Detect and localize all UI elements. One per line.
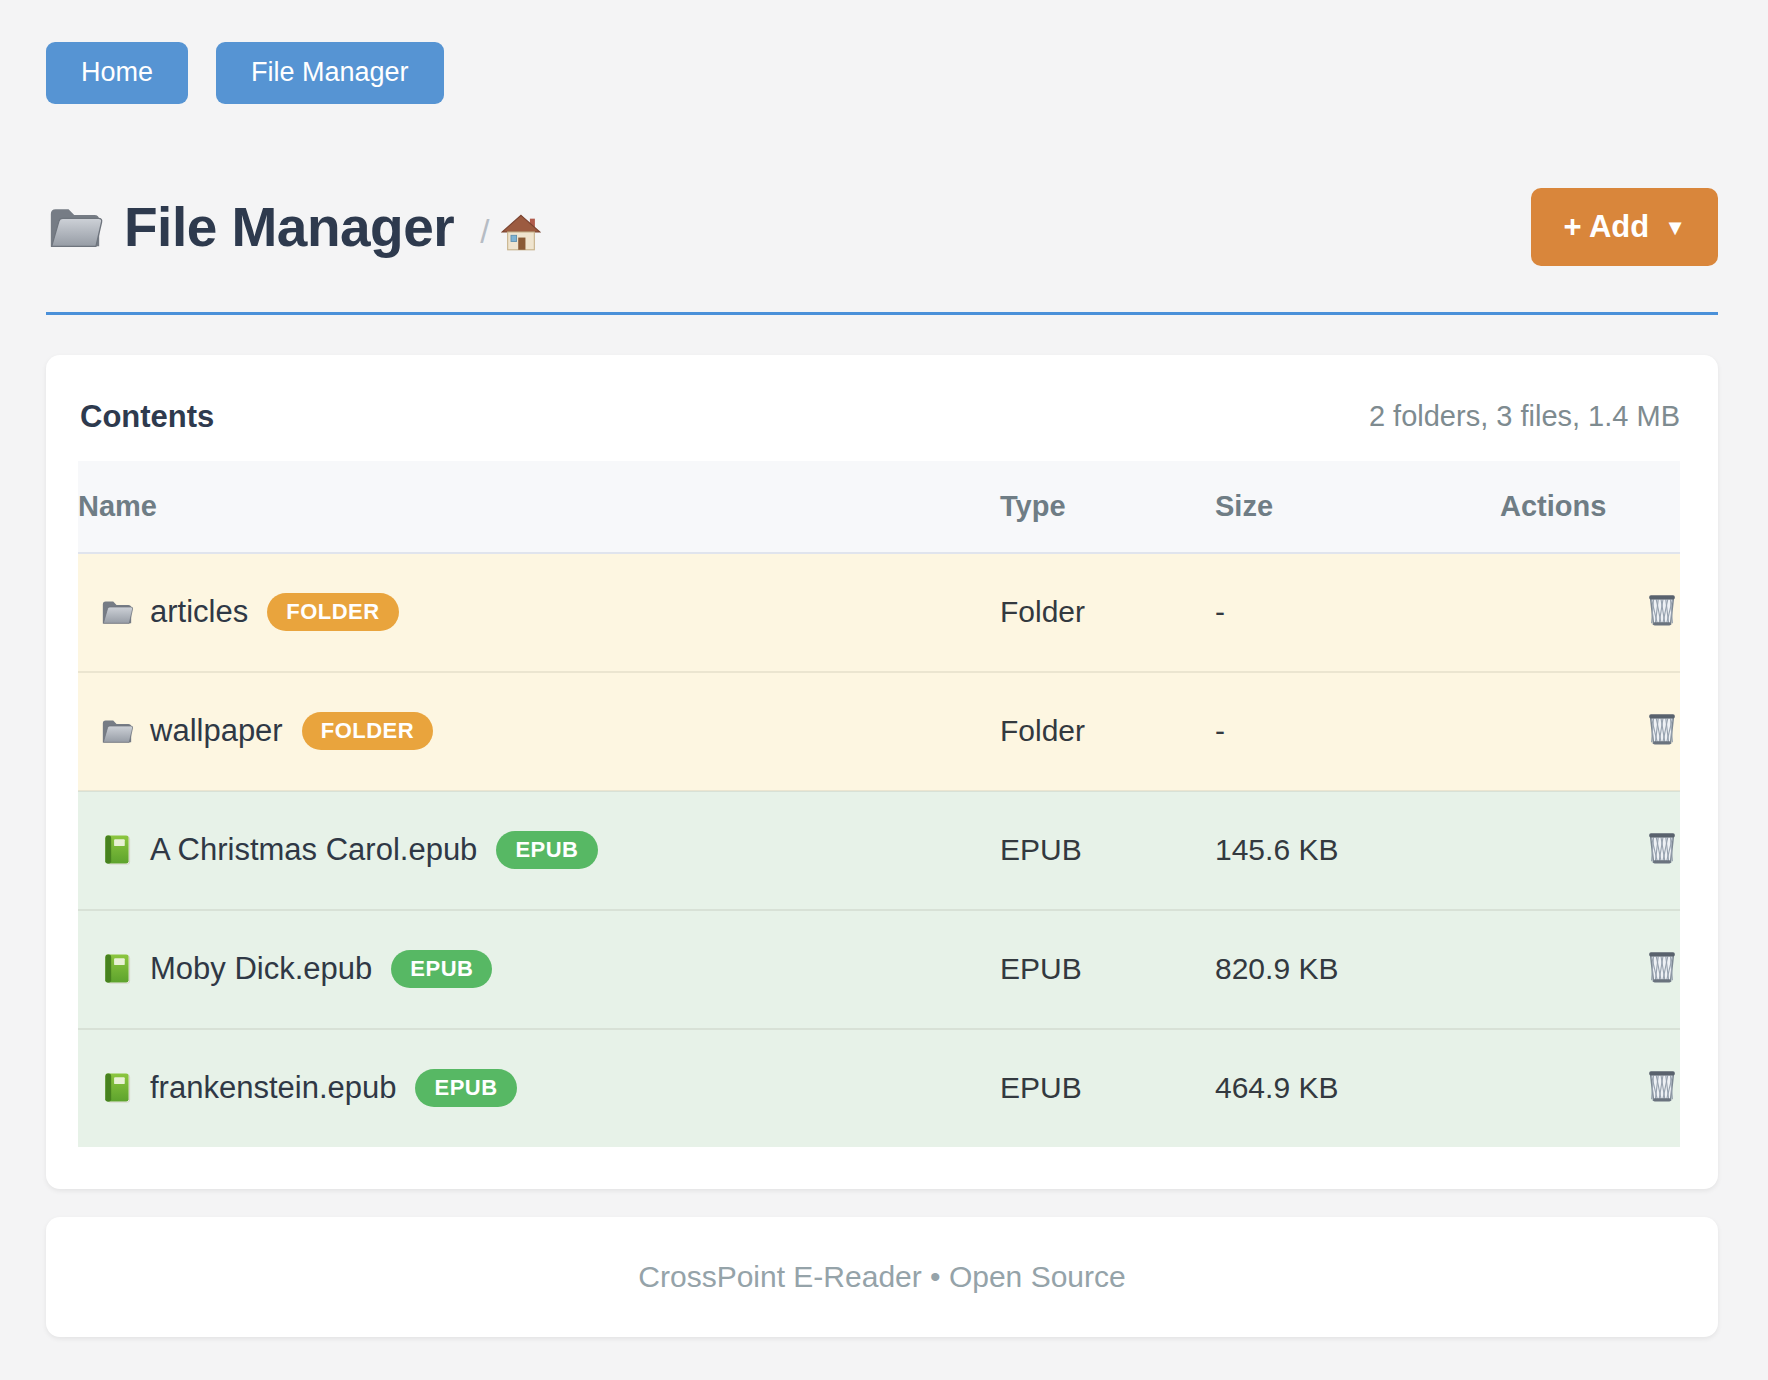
title-group: File Manager /: [46, 195, 541, 259]
book-icon: [100, 953, 134, 985]
type-cell: EPUB: [1000, 791, 1215, 910]
folder-icon: [100, 596, 134, 628]
name-cell: frankenstein.epub EPUB: [78, 1069, 1000, 1107]
book-icon: [100, 1072, 134, 1104]
column-header-actions: Actions: [1500, 461, 1680, 553]
file-name[interactable]: frankenstein.epub: [150, 1070, 396, 1106]
footer: CrossPoint E-Reader • Open Source: [46, 1217, 1718, 1337]
type-badge: EPUB: [415, 1069, 516, 1107]
trash-icon: [1644, 828, 1680, 866]
page-title: File Manager: [124, 195, 454, 259]
file-name[interactable]: Moby Dick.epub: [150, 951, 372, 987]
folder-icon: [46, 202, 104, 252]
nav-home-button[interactable]: Home: [46, 42, 188, 104]
title-divider: [46, 312, 1718, 315]
name-cell: articles FOLDER: [78, 593, 1000, 631]
contents-title: Contents: [80, 399, 214, 435]
delete-button[interactable]: [1644, 828, 1680, 866]
name-cell: wallpaper FOLDER: [78, 712, 1000, 750]
type-cell: EPUB: [1000, 910, 1215, 1029]
table-row: articles FOLDER Folder -: [78, 553, 1680, 672]
type-badge: FOLDER: [302, 712, 433, 750]
size-cell: 145.6 KB: [1215, 791, 1500, 910]
home-icon[interactable]: [501, 213, 541, 251]
delete-button[interactable]: [1644, 947, 1680, 985]
table-body: articles FOLDER Folder - wallpaper FOLDE…: [78, 553, 1680, 1147]
contents-card: Contents 2 folders, 3 files, 1.4 MB Name…: [46, 355, 1718, 1189]
add-button-label: + Add: [1563, 209, 1649, 245]
trash-icon: [1644, 590, 1680, 628]
table-row: wallpaper FOLDER Folder -: [78, 672, 1680, 791]
breadcrumb-separator: /: [480, 213, 489, 251]
name-cell: A Christmas Carol.epub EPUB: [78, 831, 1000, 869]
chevron-down-icon: ▼: [1664, 215, 1686, 241]
add-button[interactable]: + Add ▼: [1531, 188, 1718, 266]
file-name[interactable]: articles: [150, 594, 248, 630]
contents-summary: 2 folders, 3 files, 1.4 MB: [1369, 400, 1680, 433]
type-badge: EPUB: [391, 950, 492, 988]
size-cell: 820.9 KB: [1215, 910, 1500, 1029]
trash-icon: [1644, 709, 1680, 747]
folder-icon: [100, 715, 134, 747]
delete-button[interactable]: [1644, 1066, 1680, 1104]
trash-icon: [1644, 947, 1680, 985]
type-cell: Folder: [1000, 672, 1215, 791]
delete-button[interactable]: [1644, 590, 1680, 628]
delete-button[interactable]: [1644, 709, 1680, 747]
top-nav: Home File Manager: [46, 42, 1718, 104]
size-cell: 464.9 KB: [1215, 1029, 1500, 1147]
column-header-name: Name: [78, 461, 1000, 553]
book-icon: [100, 834, 134, 866]
table-header-row: Name Type Size Actions: [78, 461, 1680, 553]
size-cell: -: [1215, 553, 1500, 672]
name-cell: Moby Dick.epub EPUB: [78, 950, 1000, 988]
table-row: frankenstein.epub EPUB EPUB 464.9 KB: [78, 1029, 1680, 1147]
file-name[interactable]: wallpaper: [150, 713, 283, 749]
contents-card-header: Contents 2 folders, 3 files, 1.4 MB: [78, 399, 1680, 435]
file-name[interactable]: A Christmas Carol.epub: [150, 832, 477, 868]
trash-icon: [1644, 1066, 1680, 1104]
nav-file-manager-button[interactable]: File Manager: [216, 42, 444, 104]
type-cell: Folder: [1000, 553, 1215, 672]
table-row: A Christmas Carol.epub EPUB EPUB 145.6 K…: [78, 791, 1680, 910]
type-badge: EPUB: [496, 831, 597, 869]
column-header-size: Size: [1215, 461, 1500, 553]
file-manager-page: Home File Manager File Manager / + Add ▼…: [0, 0, 1768, 1337]
column-header-type: Type: [1000, 461, 1215, 553]
page-header: File Manager / + Add ▼: [46, 188, 1718, 266]
table-row: Moby Dick.epub EPUB EPUB 820.9 KB: [78, 910, 1680, 1029]
size-cell: -: [1215, 672, 1500, 791]
footer-text: CrossPoint E-Reader • Open Source: [638, 1260, 1125, 1293]
files-table: Name Type Size Actions articles FOLDER F…: [78, 461, 1680, 1147]
type-badge: FOLDER: [267, 593, 398, 631]
type-cell: EPUB: [1000, 1029, 1215, 1147]
